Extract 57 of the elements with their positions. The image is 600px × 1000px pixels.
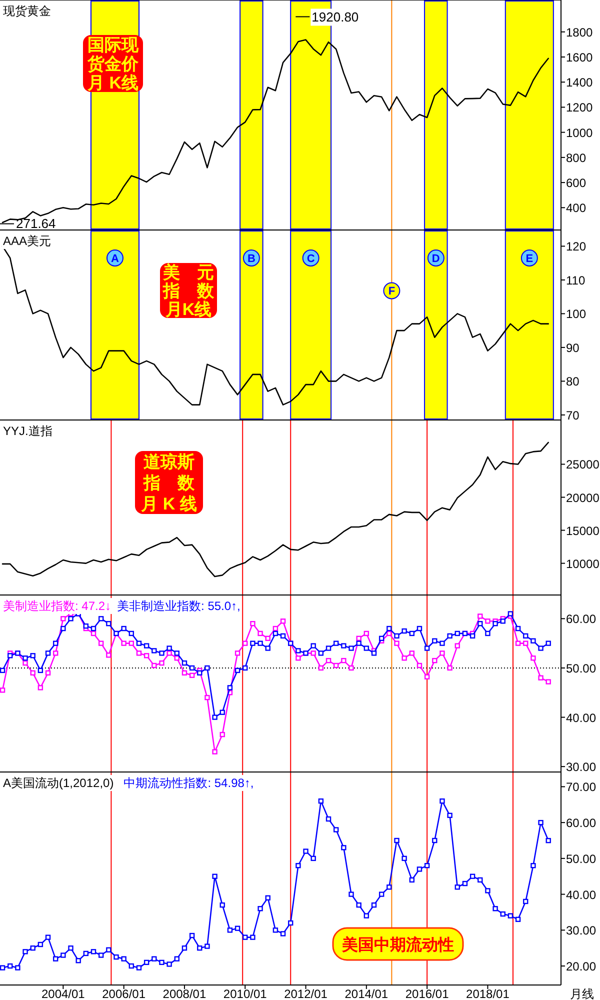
- y-tick-label: 30.00: [566, 924, 596, 938]
- y-tick-label: 80: [566, 374, 580, 389]
- y-tick-label: 1800: [566, 25, 594, 40]
- annotation: 1920.80: [312, 10, 359, 25]
- y-tick-label: 90: [566, 340, 580, 355]
- y-tick-label: 600: [566, 176, 586, 190]
- chart-title: 现货黄金: [3, 4, 51, 18]
- y-tick-label: 1600: [566, 50, 594, 64]
- annotation: F: [388, 286, 396, 298]
- band-label: E: [526, 253, 534, 265]
- y-tick-label: 70: [566, 408, 580, 422]
- y-tick-label: 40.00: [566, 710, 596, 725]
- y-tick-label: 25000: [566, 458, 600, 472]
- y-tick-label: 40.00: [566, 888, 596, 902]
- band-label: B: [247, 253, 256, 265]
- y-tick-label: 1000: [566, 126, 594, 140]
- y-tick-label: 20000: [566, 490, 600, 505]
- annotation: 271.64: [16, 216, 56, 231]
- x-tick-label: 2004/01: [41, 987, 86, 1000]
- x-tick-label: 2006/01: [102, 987, 146, 1000]
- text: 中期流动性指数: 54.98↑,: [124, 776, 254, 790]
- y-tick-label: 1200: [566, 100, 594, 115]
- annotation: 美 元指 数月K线: [162, 263, 215, 319]
- x-tick-label: 2016/01: [405, 987, 450, 1000]
- x-tick-label: 2008/01: [162, 987, 206, 1000]
- y-tick-label: 20.00: [566, 959, 596, 974]
- annotation: 美国中期流动性: [341, 935, 454, 954]
- y-tick-label: 120: [566, 240, 586, 254]
- y-tick-label: 110: [566, 273, 586, 288]
- y-tick-label: 800: [566, 150, 586, 165]
- y-tick-label: 50.00: [566, 661, 596, 676]
- chart-title: AAA美元: [3, 234, 52, 248]
- x-tick-label: 2014/01: [344, 987, 388, 1000]
- y-tick-label: 15000: [566, 524, 600, 538]
- y-tick-label: 400: [566, 201, 586, 216]
- x-tick-label: 2010/01: [223, 987, 268, 1000]
- annotation: 道琼斯指 数月 K 线: [140, 452, 197, 514]
- chart-title: YYJ.道指: [3, 424, 52, 438]
- chart-title: A美国流动(1,2012,0): [3, 776, 114, 790]
- text: 月线: [570, 987, 594, 1000]
- y-tick-label: 100: [566, 307, 586, 322]
- y-tick-label: 60.00: [566, 816, 596, 830]
- x-tick-label: 2018/01: [466, 987, 510, 1000]
- y-tick-label: 50.00: [566, 852, 596, 866]
- y-tick-label: 1400: [566, 76, 594, 90]
- y-tick-label: 70.00: [566, 780, 596, 794]
- series-label: 美非制造业指数: 55.0↑,: [117, 599, 240, 613]
- band-label: D: [432, 253, 440, 265]
- band-label: A: [111, 253, 120, 265]
- line-series: [2, 442, 550, 578]
- band-label: C: [306, 253, 315, 265]
- x-tick-label: 2012/01: [284, 987, 328, 1000]
- y-tick-label: 30.00: [566, 760, 596, 774]
- y-tick-label: 10000: [566, 556, 600, 571]
- annotation: 国际现货金价月 K线: [86, 36, 140, 92]
- series-label: 美制造业指数: 47.2↓: [3, 599, 112, 613]
- y-tick-label: 60.00: [566, 612, 596, 626]
